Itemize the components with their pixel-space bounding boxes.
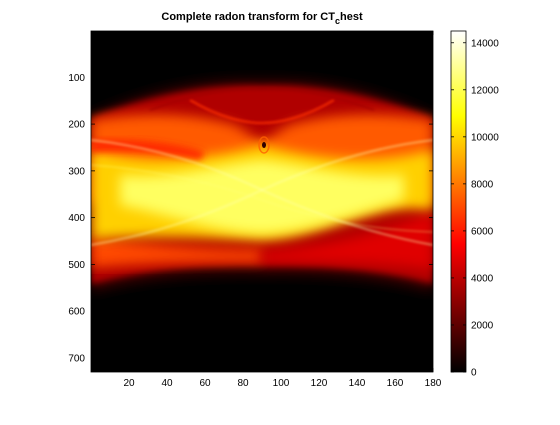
x-tick-label: 180 [425,378,442,389]
y-tick-label: 300 [68,166,85,177]
colorbar-axis: 0 2000 4000 6000 8000 10000 12000 14000 [451,38,499,379]
colorbar-tick-label: 2000 [471,320,494,331]
heatmap-image [91,31,433,372]
upper-edge-line [149,87,375,111]
x-tick-label: 80 [237,378,249,389]
chart-title-suffix: hest [340,11,363,23]
x-axis: 20 40 60 80 100 120 140 160 180 [123,31,442,389]
signal-orange-bottom-right [262,212,433,270]
colorbar-tick-label: 12000 [471,85,499,96]
x-tick-label: 20 [123,378,135,389]
chart-title: Complete radon transform for CTchest [161,11,363,26]
x-tick-label: 100 [273,378,290,389]
colorbar-tick-label: 14000 [471,38,499,49]
colorbar-tick-label: 6000 [471,226,494,237]
x-tick-label: 60 [199,378,211,389]
y-tick-label: 100 [68,73,85,84]
inner-arc [189,99,335,125]
colorbar-frame [450,30,467,373]
chart-title-subscript: c [335,16,340,26]
trace-3 [91,164,433,233]
x-tick-label: 120 [311,378,328,389]
colorbar-gradient [451,31,466,372]
x-tick-label: 160 [387,378,404,389]
colorbar-tick-label: 8000 [471,179,494,190]
rib-ring [258,136,270,154]
y-tick-label: 600 [68,307,85,318]
y-tick-label: 500 [68,260,85,271]
colorbar-tick-label: 10000 [471,132,499,143]
rib-ring-inner [262,142,266,148]
y-axis: 100 200 300 400 500 600 700 [68,73,433,364]
trace-2 [91,139,433,246]
chart-title-main: Complete radon transform for CT [161,11,335,23]
plot-frame [90,30,434,373]
y-tick-label: 400 [68,213,85,224]
colorbar-tick-label: 4000 [471,273,494,284]
signal-bright-core [120,160,404,234]
y-tick-label: 700 [68,353,85,364]
x-tick-label: 40 [161,378,173,389]
signal-orange-bottom-left [91,238,262,268]
x-tick-label: 140 [349,378,366,389]
colorbar: 0 2000 4000 6000 8000 10000 12000 14000 [450,30,499,379]
y-tick-label: 200 [68,120,85,131]
colorbar-tick-label: 0 [471,368,477,379]
